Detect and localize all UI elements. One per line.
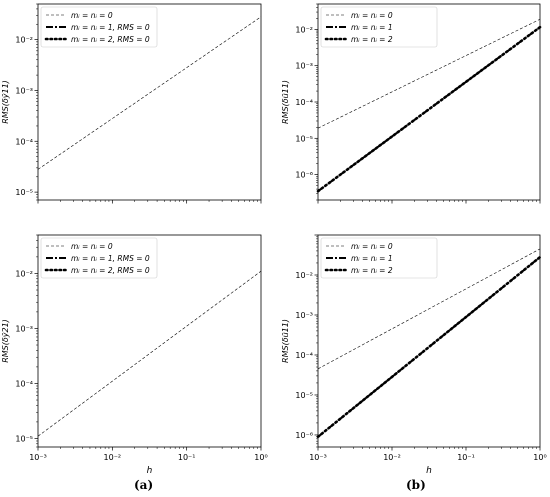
y-tick-label: 10⁻⁴	[15, 379, 33, 388]
caption-a: (a)	[134, 478, 154, 492]
legend-label: mᵢ = nᵢ = 0	[71, 242, 113, 251]
series-line-0	[317, 18, 541, 129]
series-line-2	[316, 255, 542, 439]
y-tick-label: 10⁻²	[295, 25, 313, 34]
legend-label: mᵢ = nᵢ = 0	[351, 242, 393, 251]
x-tick-label: 10⁻²	[383, 453, 401, 462]
y-tick-label: 10⁻⁵	[295, 391, 313, 400]
x-tick-label: 10⁻¹	[178, 453, 196, 462]
legend-box	[40, 237, 158, 279]
y-axis-label: RMS(δū11)	[281, 80, 290, 124]
x-axis-label: h	[426, 466, 432, 476]
y-tick-label: 10⁻⁴	[295, 351, 313, 360]
legend-label: mᵢ = nᵢ = 1, RMS = 0	[71, 23, 150, 32]
legend-label: mᵢ = nᵢ = 2	[351, 35, 393, 44]
x-axis-label: h	[147, 466, 153, 476]
caption-b: (b)	[406, 478, 426, 492]
legend-label: mᵢ = nᵢ = 1	[351, 254, 393, 263]
legend-label: mᵢ = nᵢ = 2	[351, 266, 393, 275]
y-axis-label: RMS(δū11)	[281, 319, 290, 363]
series-line-0	[37, 270, 262, 437]
y-tick-label: 10⁻⁵	[295, 134, 313, 143]
legend-label: mᵢ = nᵢ = 1, RMS = 0	[71, 254, 150, 263]
y-axis-label: RMS(δȳ21)	[1, 319, 10, 363]
y-tick-label: 10⁻³	[295, 311, 313, 320]
y-tick-label: 10⁻⁵	[15, 188, 33, 197]
legend-box	[40, 6, 158, 48]
series-line-2	[316, 25, 542, 193]
x-tick-label: 10⁻¹	[457, 453, 475, 462]
series-line-0	[317, 248, 541, 370]
plot-frame	[317, 234, 541, 448]
x-tick-label: 10⁰	[254, 453, 267, 462]
y-tick-label: 10⁻²	[15, 269, 33, 278]
y-tick-label: 10⁻⁶	[295, 431, 313, 440]
plot-frame	[37, 3, 262, 201]
legend-label: mᵢ = nᵢ = 0	[351, 11, 393, 20]
y-tick-label: 10⁻³	[295, 62, 313, 71]
y-tick-label: 10⁻³	[15, 324, 33, 333]
legend-label: mᵢ = nᵢ = 2, RMS = 0	[71, 35, 150, 44]
y-tick-label: 10⁻⁶	[295, 171, 313, 180]
legend-label: mᵢ = nᵢ = 2, RMS = 0	[71, 266, 150, 275]
legend-label: mᵢ = nᵢ = 0	[71, 11, 113, 20]
y-tick-label: 10⁻²	[15, 36, 33, 45]
y-axis-label: RMS(δȳ11)	[1, 80, 10, 124]
y-tick-label: 10⁻⁴	[295, 98, 313, 107]
x-tick-label: 10⁻²	[104, 453, 122, 462]
x-tick-label: 10⁻³	[29, 453, 47, 462]
y-tick-label: 10⁻⁵	[15, 434, 33, 443]
y-tick-label: 10⁻⁴	[15, 137, 33, 146]
y-tick-label: 10⁻²	[295, 271, 313, 280]
legend-box	[320, 237, 438, 279]
legend-box	[320, 6, 438, 48]
legend-label: mᵢ = nᵢ = 1	[351, 23, 393, 32]
series-line-0	[37, 16, 262, 170]
x-tick-label: 10⁻³	[309, 453, 327, 462]
y-tick-label: 10⁻³	[15, 86, 33, 95]
x-tick-label: 10⁰	[533, 453, 546, 462]
plot-frame	[37, 234, 262, 448]
